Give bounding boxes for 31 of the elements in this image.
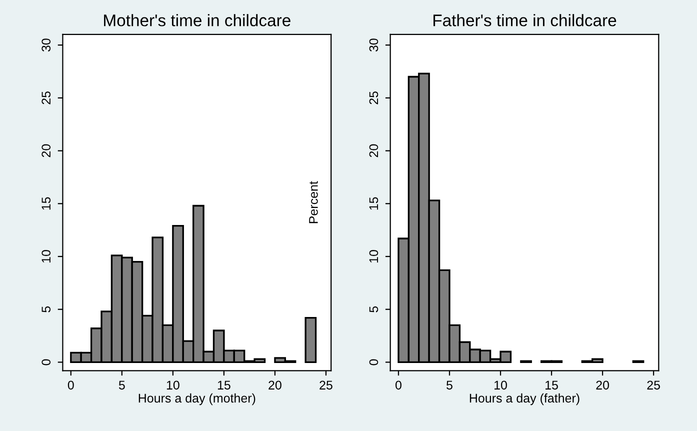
y-tick-label: 30: [42, 38, 51, 52]
x-tick-label: 20: [596, 380, 610, 390]
x-tick-label: 25: [647, 380, 660, 390]
x-axis-title: Hours a day (mother): [138, 393, 256, 406]
chart-title: Mother's time in childcare: [104, 14, 290, 26]
x-tick-label: 20: [268, 380, 282, 390]
x-tick-label: 15: [546, 380, 558, 390]
x-tick-label: 25: [320, 380, 332, 390]
y-tick-label: 5: [42, 306, 51, 312]
x-tick-label: 10: [494, 380, 507, 390]
x-tick-label: 0: [68, 380, 74, 390]
x-axis-title: Hours a day (father): [470, 393, 580, 406]
x-tick-label: 0: [395, 380, 402, 390]
y-tick-label: 20: [42, 144, 51, 158]
y-tick-label: 5: [369, 306, 378, 312]
chart-title: Father's time in childcare: [434, 14, 616, 26]
y-tick-label: 0: [369, 359, 378, 366]
y-tick-label: 10: [42, 250, 51, 262]
y-tick-label: 25: [369, 91, 378, 104]
x-tick-label: 5: [118, 380, 125, 390]
y-tick-label: 25: [42, 91, 51, 104]
x-tick-label: 5: [446, 380, 452, 390]
y-tick-label: 0: [42, 359, 51, 366]
y-tick-label: 30: [369, 38, 378, 52]
x-tick-label: 10: [166, 380, 180, 390]
y-axis-title: Percent: [309, 181, 318, 224]
y-tick-label: 10: [369, 250, 378, 262]
x-tick-label: 15: [218, 380, 230, 390]
y-tick-label: 15: [42, 197, 51, 210]
y-tick-label: 20: [369, 144, 378, 158]
y-tick-label: 15: [369, 197, 378, 210]
